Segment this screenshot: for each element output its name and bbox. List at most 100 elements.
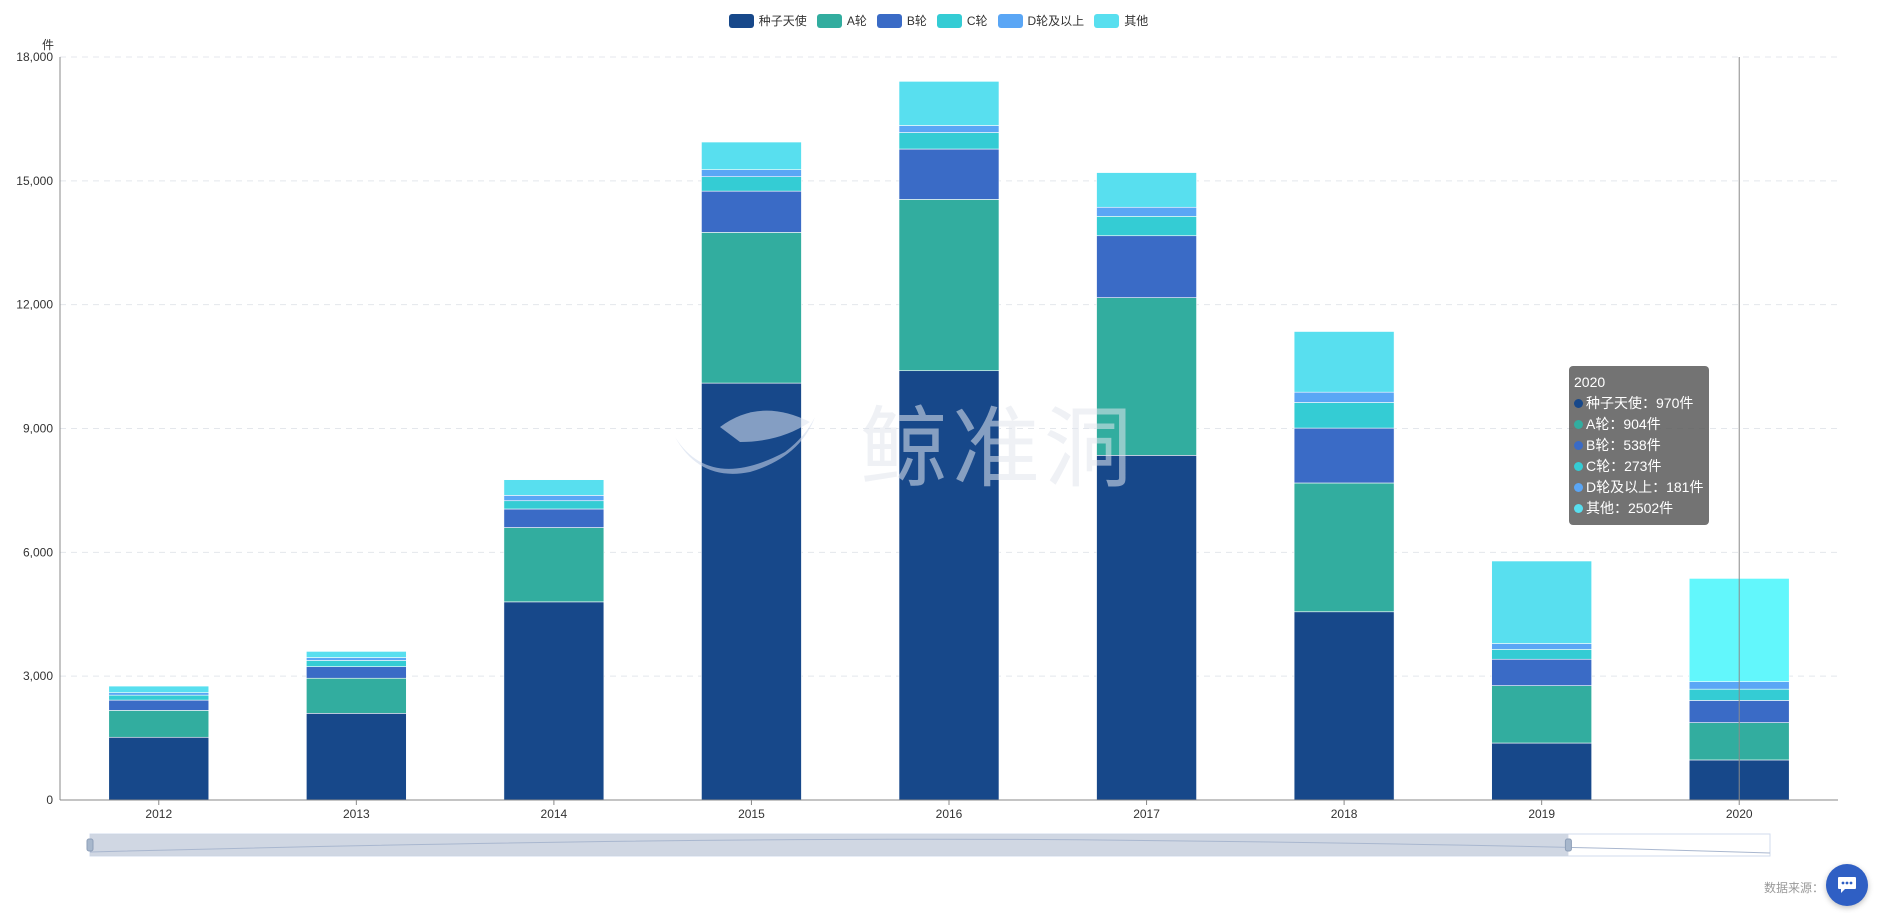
chat-button[interactable] <box>1826 864 1868 906</box>
bar-segment <box>306 660 407 667</box>
legend-label: 其他 <box>1124 14 1149 28</box>
tooltip-dot <box>1574 483 1583 492</box>
bar-segment <box>1491 560 1592 644</box>
tooltip-dot <box>1574 441 1583 450</box>
bar-segment <box>701 176 802 192</box>
legend-label: D轮及以上 <box>1027 14 1085 28</box>
tooltip-dot <box>1574 399 1583 408</box>
legend-label: 种子天使 <box>758 14 807 28</box>
y-axis-unit: 件 <box>42 38 54 52</box>
tooltip-row: 种子天使：970件 <box>1574 393 1705 414</box>
y-tick-label: 9,000 <box>23 422 53 436</box>
legend-item[interactable]: 其他 <box>1092 12 1150 29</box>
bar-segment <box>701 382 802 801</box>
bar-segment <box>898 148 1000 200</box>
bar-segment <box>306 713 407 801</box>
bar-segment <box>1293 331 1395 393</box>
tooltip-row-text: A轮：904件 <box>1586 416 1661 432</box>
bar-segment <box>1491 742 1592 801</box>
legend-swatch <box>1094 13 1120 28</box>
bar-segment <box>898 132 1000 150</box>
legend-item[interactable]: A轮 <box>815 12 869 29</box>
bar-segment <box>898 199 1000 372</box>
bar-segment <box>503 479 605 496</box>
y-tick-label: 12,000 <box>16 298 53 312</box>
bar-segment <box>306 666 407 679</box>
bar-segment <box>898 370 1000 801</box>
bar-segment <box>1096 235 1197 298</box>
zoom-handle-right[interactable] <box>1564 838 1572 852</box>
y-tick-label: 18,000 <box>16 50 53 64</box>
legend-swatch <box>816 13 842 28</box>
legend-swatch <box>997 13 1023 28</box>
bar-segment <box>1491 643 1592 650</box>
bar-segment <box>701 232 802 384</box>
bar-segment <box>1293 482 1395 613</box>
bar-segment <box>1491 649 1592 660</box>
zoom-preview-line <box>89 838 1771 854</box>
legend-item[interactable]: 种子天使 <box>727 12 809 29</box>
tooltip-row-text: C轮：273件 <box>1586 458 1662 474</box>
x-tick-label: 2020 <box>1726 807 1753 821</box>
bar-segment <box>108 699 210 711</box>
bar-segment <box>898 81 1000 126</box>
zoom-selected-range <box>90 834 1569 856</box>
tooltip: 2020 种子天使：970件 A轮：904件 B轮：538件 C轮：273件 D轮及以上… <box>1569 366 1709 525</box>
bar-segment <box>1293 391 1395 403</box>
y-tick-label: 6,000 <box>23 545 53 559</box>
tooltip-row: C轮：273件 <box>1574 456 1705 477</box>
data-source-label: 数据来源： <box>1764 881 1825 895</box>
bar-segment <box>306 657 407 661</box>
zoom-handle-left[interactable] <box>86 838 94 852</box>
legend-item[interactable]: C轮 <box>935 12 990 29</box>
bar-segment <box>1293 402 1395 429</box>
bar-segment <box>701 169 802 178</box>
legend-item[interactable]: B轮 <box>875 12 929 29</box>
tooltip-row-text: D轮及以上：181件 <box>1586 479 1704 495</box>
legend: 种子天使 A轮 B轮 C轮 D轮及以上 其他 <box>0 12 1877 29</box>
legend-swatch <box>936 13 962 28</box>
bar-segment <box>1491 658 1592 686</box>
legend-label: B轮 <box>906 14 927 28</box>
tooltip-dot <box>1574 420 1583 429</box>
x-tick-label: 2015 <box>738 807 765 821</box>
bar-segment <box>503 601 605 801</box>
bar-segment <box>108 736 210 801</box>
bar-segment <box>701 141 802 170</box>
legend-label: A轮 <box>846 14 867 28</box>
x-tick-label: 2013 <box>343 807 370 821</box>
bar-segment <box>1293 427 1395 484</box>
bar-segment <box>701 190 802 233</box>
bar-segment <box>503 527 605 603</box>
tooltip-row-text: 其他：2502件 <box>1586 500 1674 516</box>
bar-segment <box>503 508 605 528</box>
bar-segment <box>898 125 1000 133</box>
tooltip-row: D轮及以上：181件 <box>1574 477 1705 498</box>
y-tick-label: 0 <box>46 793 53 807</box>
tooltip-dot <box>1574 504 1583 513</box>
tooltip-row: 其他：2502件 <box>1574 498 1705 519</box>
bar-segment <box>503 495 605 502</box>
tooltip-title: 2020 <box>1574 374 1606 390</box>
bar-segment <box>108 685 210 693</box>
x-tick-label: 2016 <box>936 807 963 821</box>
bar-segment <box>108 692 210 696</box>
legend-swatch <box>728 13 754 28</box>
bar-segment <box>306 677 407 714</box>
x-tick-label: 2012 <box>145 807 172 821</box>
tooltip-dot <box>1574 462 1583 471</box>
bar-segment <box>1491 685 1592 744</box>
tooltip-row: A轮：904件 <box>1574 414 1705 435</box>
x-tick-label: 2017 <box>1133 807 1160 821</box>
x-tick-label: 2019 <box>1528 807 1555 821</box>
bar-segment <box>1096 455 1197 801</box>
tooltip-row: B轮：538件 <box>1574 435 1705 456</box>
x-tick-label: 2018 <box>1331 807 1358 821</box>
y-tick-label: 15,000 <box>16 174 53 188</box>
bar-segment <box>108 694 210 701</box>
legend-item[interactable]: D轮及以上 <box>996 12 1087 29</box>
x-tick-label: 2014 <box>541 807 568 821</box>
bar-segment <box>1096 297 1197 456</box>
bar-segment <box>306 651 407 658</box>
